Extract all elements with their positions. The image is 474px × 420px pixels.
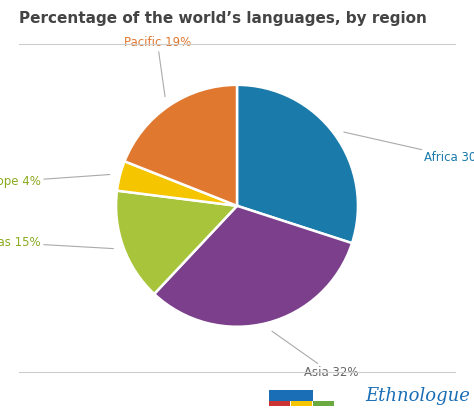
Wedge shape xyxy=(237,85,358,243)
Wedge shape xyxy=(116,191,237,294)
Wedge shape xyxy=(125,85,237,206)
Bar xyxy=(313,401,334,406)
Bar xyxy=(292,401,312,406)
Bar xyxy=(269,390,313,401)
Wedge shape xyxy=(154,206,352,327)
Text: Ethnologue: Ethnologue xyxy=(365,387,470,405)
Bar xyxy=(269,401,291,406)
Text: Americas 15%: Americas 15% xyxy=(0,236,113,249)
Text: Percentage of the world’s languages, by region: Percentage of the world’s languages, by … xyxy=(19,10,427,26)
Wedge shape xyxy=(117,161,237,206)
Text: Europe 4%: Europe 4% xyxy=(0,174,110,188)
Text: Asia 32%: Asia 32% xyxy=(272,331,358,379)
Text: Pacific 19%: Pacific 19% xyxy=(124,36,191,97)
Text: Africa 30%: Africa 30% xyxy=(344,132,474,164)
